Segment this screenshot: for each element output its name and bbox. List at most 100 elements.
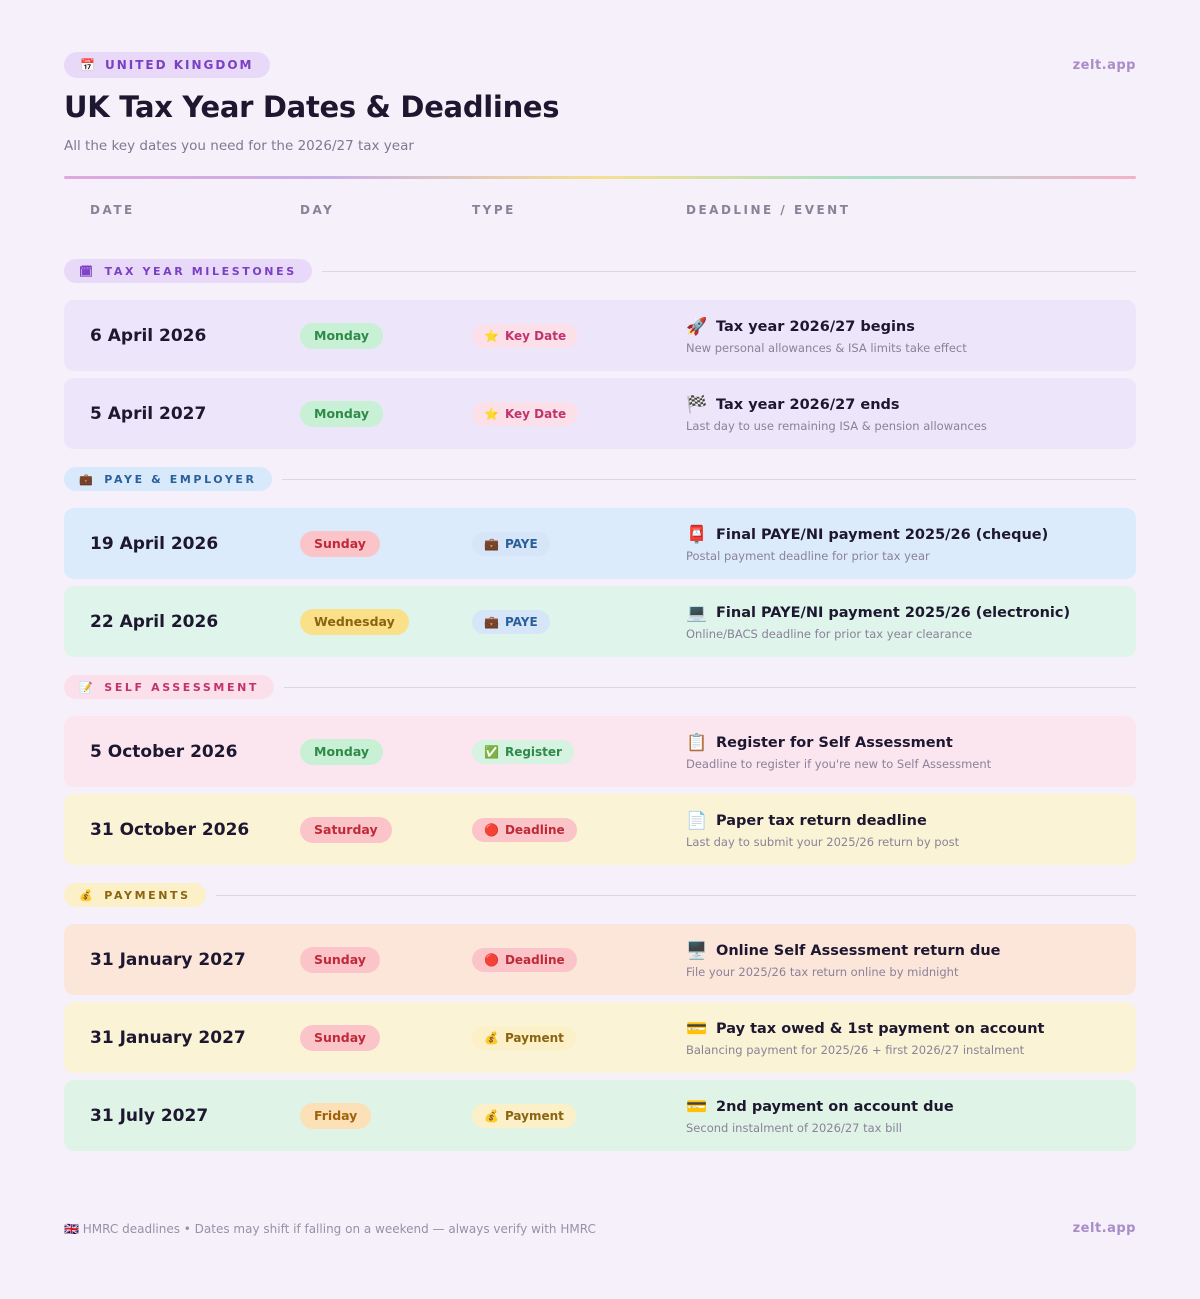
section-badge: 📝 SELF ASSESSMENT bbox=[64, 675, 274, 699]
type-icon: 💰 bbox=[484, 1030, 499, 1045]
type-label: PAYE bbox=[504, 614, 538, 629]
type-icon: 💼 bbox=[484, 536, 499, 551]
event-note: File your 2025/26 tax return online by m… bbox=[686, 964, 959, 979]
deadline-row: 31 January 2027 Sunday 💰 Payment 💳 Pay tax ow… bbox=[64, 1002, 1136, 1073]
event-title: 2nd payment on account due bbox=[716, 1098, 954, 1115]
footer: 🇬🇧 HMRC deadlines • Dates may shift if f… bbox=[64, 1221, 1136, 1236]
row-day-cell: Monday bbox=[300, 738, 472, 765]
event-title: Final PAYE/NI payment 2025/26 (cheque) bbox=[716, 526, 1049, 543]
row-date: 5 April 2027 bbox=[90, 403, 207, 424]
event-note: Online/BACS deadline for prior tax year … bbox=[686, 626, 973, 641]
section-header: 📝 SELF ASSESSMENT bbox=[64, 675, 1136, 699]
page-subtitle: All the key dates you need for the 2026/… bbox=[64, 138, 414, 154]
page-title: UK Tax Year Dates & Deadlines bbox=[64, 90, 560, 124]
deadline-row: 6 April 2026 Monday ⭐ Key Date 🚀 Tax year 202… bbox=[64, 300, 1136, 371]
section-header: 🗓 TAX YEAR MILESTONES bbox=[64, 259, 1136, 283]
deadline-row: 31 July 2027 Friday 💰 Payment 💳 2nd payment o… bbox=[64, 1080, 1136, 1151]
uk-flag-icon: 🇬🇧 bbox=[64, 1221, 79, 1236]
deadline-row: 22 April 2026 Wednesday 💼 PAYE 💻 Final PAYE/N… bbox=[64, 586, 1136, 657]
row-day-cell: Friday bbox=[300, 1102, 472, 1129]
type-label: PAYE bbox=[504, 536, 538, 551]
day-chip: Sunday bbox=[300, 946, 380, 973]
row-type-cell: ✅ Register bbox=[472, 739, 686, 764]
calendar-icon: 📅 bbox=[80, 58, 97, 72]
event-title: Final PAYE/NI payment 2025/26 (electroni… bbox=[716, 604, 1071, 621]
event-title: Pay tax owed & 1st payment on account bbox=[716, 1020, 1045, 1037]
type-label: Deadline bbox=[504, 822, 565, 837]
row-type-cell: 🔴 Deadline bbox=[472, 817, 686, 842]
day-chip: Sunday bbox=[300, 530, 380, 557]
brand-link[interactable]: zelt.app bbox=[1072, 57, 1136, 73]
type-chip: 💼 PAYE bbox=[472, 609, 550, 634]
section-divider bbox=[321, 270, 1136, 272]
row-type-cell: 💼 PAYE bbox=[472, 531, 686, 556]
type-chip: 💰 Payment bbox=[472, 1025, 576, 1050]
event-title-line: 💳 Pay tax owed & 1st payment on account bbox=[686, 1019, 1136, 1039]
event-title: Paper tax return deadline bbox=[716, 812, 927, 829]
event-title-line: 🚀 Tax year 2026/27 begins bbox=[686, 317, 1136, 337]
footer-text: HMRC deadlines • Dates may shift if fall… bbox=[82, 1221, 596, 1236]
section-divider bbox=[215, 894, 1136, 896]
event-icon: 🏁 bbox=[686, 394, 708, 415]
section-badge: 💰 PAYMENTS bbox=[64, 883, 206, 907]
type-chip: 💰 Payment bbox=[472, 1103, 576, 1128]
row-date: 31 October 2026 bbox=[90, 819, 250, 840]
row-type-cell: ⭐ Key Date bbox=[472, 401, 686, 426]
section-label: TAX YEAR MILESTONES bbox=[104, 264, 297, 278]
country-badge: 📅 UNITED KINGDOM bbox=[64, 52, 270, 78]
row-date: 5 October 2026 bbox=[90, 741, 238, 762]
row-event-cell: 💻 Final PAYE/NI payment 2025/26 (electron… bbox=[686, 603, 1136, 641]
type-chip: ✅ Register bbox=[472, 739, 574, 764]
event-icon: 🖥️ bbox=[686, 940, 708, 961]
row-day-cell: Sunday bbox=[300, 530, 472, 557]
row-type-cell: 🔴 Deadline bbox=[472, 947, 686, 972]
event-icon: 💻 bbox=[686, 602, 708, 623]
row-event-cell: 💳 2nd payment on account due Second instal… bbox=[686, 1097, 1136, 1135]
section-label: PAYMENTS bbox=[104, 888, 191, 902]
section-icon: 💼 bbox=[79, 472, 96, 486]
section-icon: 📝 bbox=[79, 680, 96, 694]
type-chip: 🔴 Deadline bbox=[472, 817, 577, 842]
top-row: 📅 UNITED KINGDOM zelt.app bbox=[64, 52, 1136, 78]
type-icon: ✅ bbox=[484, 744, 499, 759]
event-title-line: 📮 Final PAYE/NI payment 2025/26 (cheque) bbox=[686, 525, 1136, 545]
row-event-cell: 🏁 Tax year 2026/27 ends Last day to use re… bbox=[686, 395, 1136, 433]
type-icon: ⭐ bbox=[484, 406, 499, 421]
event-title-line: 📄 Paper tax return deadline bbox=[686, 811, 1136, 831]
type-chip: ⭐ Key Date bbox=[472, 323, 579, 348]
row-date: 19 April 2026 bbox=[90, 533, 219, 554]
event-title-line: 💻 Final PAYE/NI payment 2025/26 (electron… bbox=[686, 603, 1136, 623]
footer-brand-link[interactable]: zelt.app bbox=[1072, 1221, 1136, 1236]
row-day-cell: Sunday bbox=[300, 1024, 472, 1051]
row-day-cell: Wednesday bbox=[300, 608, 472, 635]
section-icon: 💰 bbox=[79, 888, 96, 902]
event-title: Tax year 2026/27 ends bbox=[716, 396, 900, 413]
type-icon: 💰 bbox=[484, 1108, 499, 1123]
section-label: PAYE & EMPLOYER bbox=[104, 472, 257, 486]
row-date: 31 July 2027 bbox=[90, 1105, 209, 1126]
event-note: Last day to submit your 2025/26 return b… bbox=[686, 834, 960, 849]
row-date: 31 January 2027 bbox=[90, 1027, 246, 1048]
type-chip: 💼 PAYE bbox=[472, 531, 550, 556]
type-chip: ⭐ Key Date bbox=[472, 401, 579, 426]
event-title: Online Self Assessment return due bbox=[716, 942, 1001, 959]
event-note: Balancing payment for 2025/26 + first 20… bbox=[686, 1042, 1025, 1057]
day-chip: Sunday bbox=[300, 1024, 380, 1051]
row-day-cell: Saturday bbox=[300, 816, 472, 843]
row-type-cell: 💰 Payment bbox=[472, 1103, 686, 1128]
section-header: 💼 PAYE & EMPLOYER bbox=[64, 467, 1136, 491]
type-label: Payment bbox=[504, 1030, 564, 1045]
event-title-line: 🏁 Tax year 2026/27 ends bbox=[686, 395, 1136, 415]
section-badge: 💼 PAYE & EMPLOYER bbox=[64, 467, 272, 491]
type-icon: 🔴 bbox=[484, 952, 499, 967]
day-chip: Wednesday bbox=[300, 608, 409, 635]
deadline-row: 31 January 2027 Sunday 🔴 Deadline 🖥️ Online S… bbox=[64, 924, 1136, 995]
section-divider bbox=[281, 478, 1136, 480]
section-divider bbox=[284, 686, 1136, 688]
sections-container: 🗓 TAX YEAR MILESTONES 6 April 2026 Monday ⭐ K… bbox=[64, 259, 1136, 1151]
column-header-event: DEADLINE / EVENT bbox=[686, 203, 851, 217]
column-header-type: TYPE bbox=[472, 203, 516, 217]
deadline-row: 5 April 2027 Monday ⭐ Key Date 🏁 Tax year 202… bbox=[64, 378, 1136, 449]
day-chip: Monday bbox=[300, 738, 384, 765]
row-date: 6 April 2026 bbox=[90, 325, 207, 346]
